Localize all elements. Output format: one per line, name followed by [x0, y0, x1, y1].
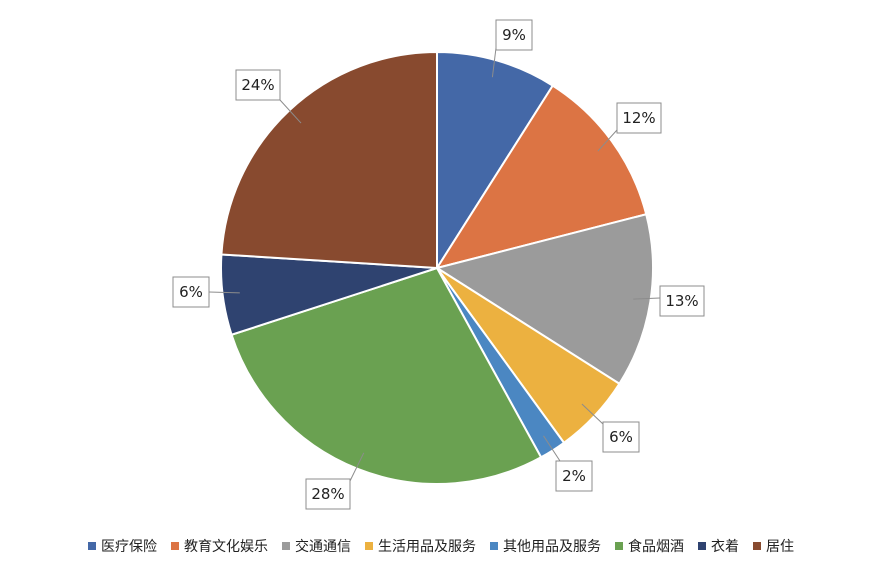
legend-swatch [282, 542, 290, 550]
legend-swatch [698, 542, 706, 550]
data-label-5: 2% [562, 467, 586, 485]
data-label-2: 12% [622, 109, 655, 127]
data-label-box-1 [495, 19, 533, 51]
data-label-6: 28% [311, 485, 344, 503]
legend-swatch [88, 542, 96, 550]
pie-slice-2 [434, 84, 648, 270]
legend-item-5: 其他用品及服务 [490, 536, 601, 556]
leader-line-4 [581, 403, 604, 425]
legend-swatch [365, 542, 373, 550]
data-label-box-5 [555, 460, 593, 492]
legend-item-1: 医疗保险 [88, 536, 157, 556]
legend-swatch [490, 542, 498, 550]
leader-line-7 [208, 291, 240, 294]
legend-swatch [615, 542, 623, 550]
leader-line-5 [543, 435, 561, 462]
legend-label: 食品烟酒 [628, 539, 684, 555]
legend-label: 居住 [766, 539, 794, 555]
pie-slice-1 [436, 50, 555, 272]
legend-label: 教育文化娱乐 [184, 539, 268, 555]
pie-slices [220, 50, 654, 485]
legend-item-7: 衣着 [698, 536, 739, 556]
legend-item-4: 生活用品及服务 [365, 536, 476, 556]
data-label-box-6 [305, 478, 351, 510]
legend-label: 交通通信 [295, 539, 351, 555]
data-label-7: 6% [179, 283, 203, 301]
legend: 医疗保险 教育文化娱乐 交通通信 生活用品及服务 其他用品及服务 食品烟酒 衣着 居住 [0, 536, 882, 556]
data-label-3: 13% [665, 292, 698, 310]
data-label-box-4 [602, 421, 640, 453]
leader-line-8 [279, 99, 302, 124]
legend-item-3: 交通通信 [282, 536, 351, 556]
legend-item-2: 教育文化娱乐 [171, 536, 268, 556]
pie-slice-6 [230, 266, 543, 485]
legend-label: 生活用品及服务 [378, 539, 476, 555]
leader-line-6 [349, 452, 365, 482]
data-label-box-7 [172, 276, 210, 308]
data-label-8: 24% [241, 76, 274, 94]
legend-label: 医疗保险 [101, 539, 157, 555]
data-label-box-8 [235, 69, 281, 101]
pie-chart: 9% 12% 13% 6% 2% 28% 6% 24% [172, 19, 705, 510]
data-label-4: 6% [609, 428, 633, 446]
leader-line-2 [597, 129, 618, 152]
legend-label: 其他用品及服务 [503, 539, 601, 555]
legend-item-8: 居住 [753, 536, 794, 556]
pie-slice-3 [434, 213, 654, 386]
legend-swatch [753, 542, 761, 550]
legend-item-6: 食品烟酒 [615, 536, 684, 556]
leader-line-3 [633, 297, 661, 300]
legend-label: 衣着 [711, 539, 739, 555]
legend-swatch [171, 542, 179, 550]
leader-line-1 [491, 47, 497, 78]
data-label-box-3 [659, 285, 705, 317]
data-label-1: 9% [502, 26, 526, 44]
data-label-box-2 [616, 102, 662, 134]
